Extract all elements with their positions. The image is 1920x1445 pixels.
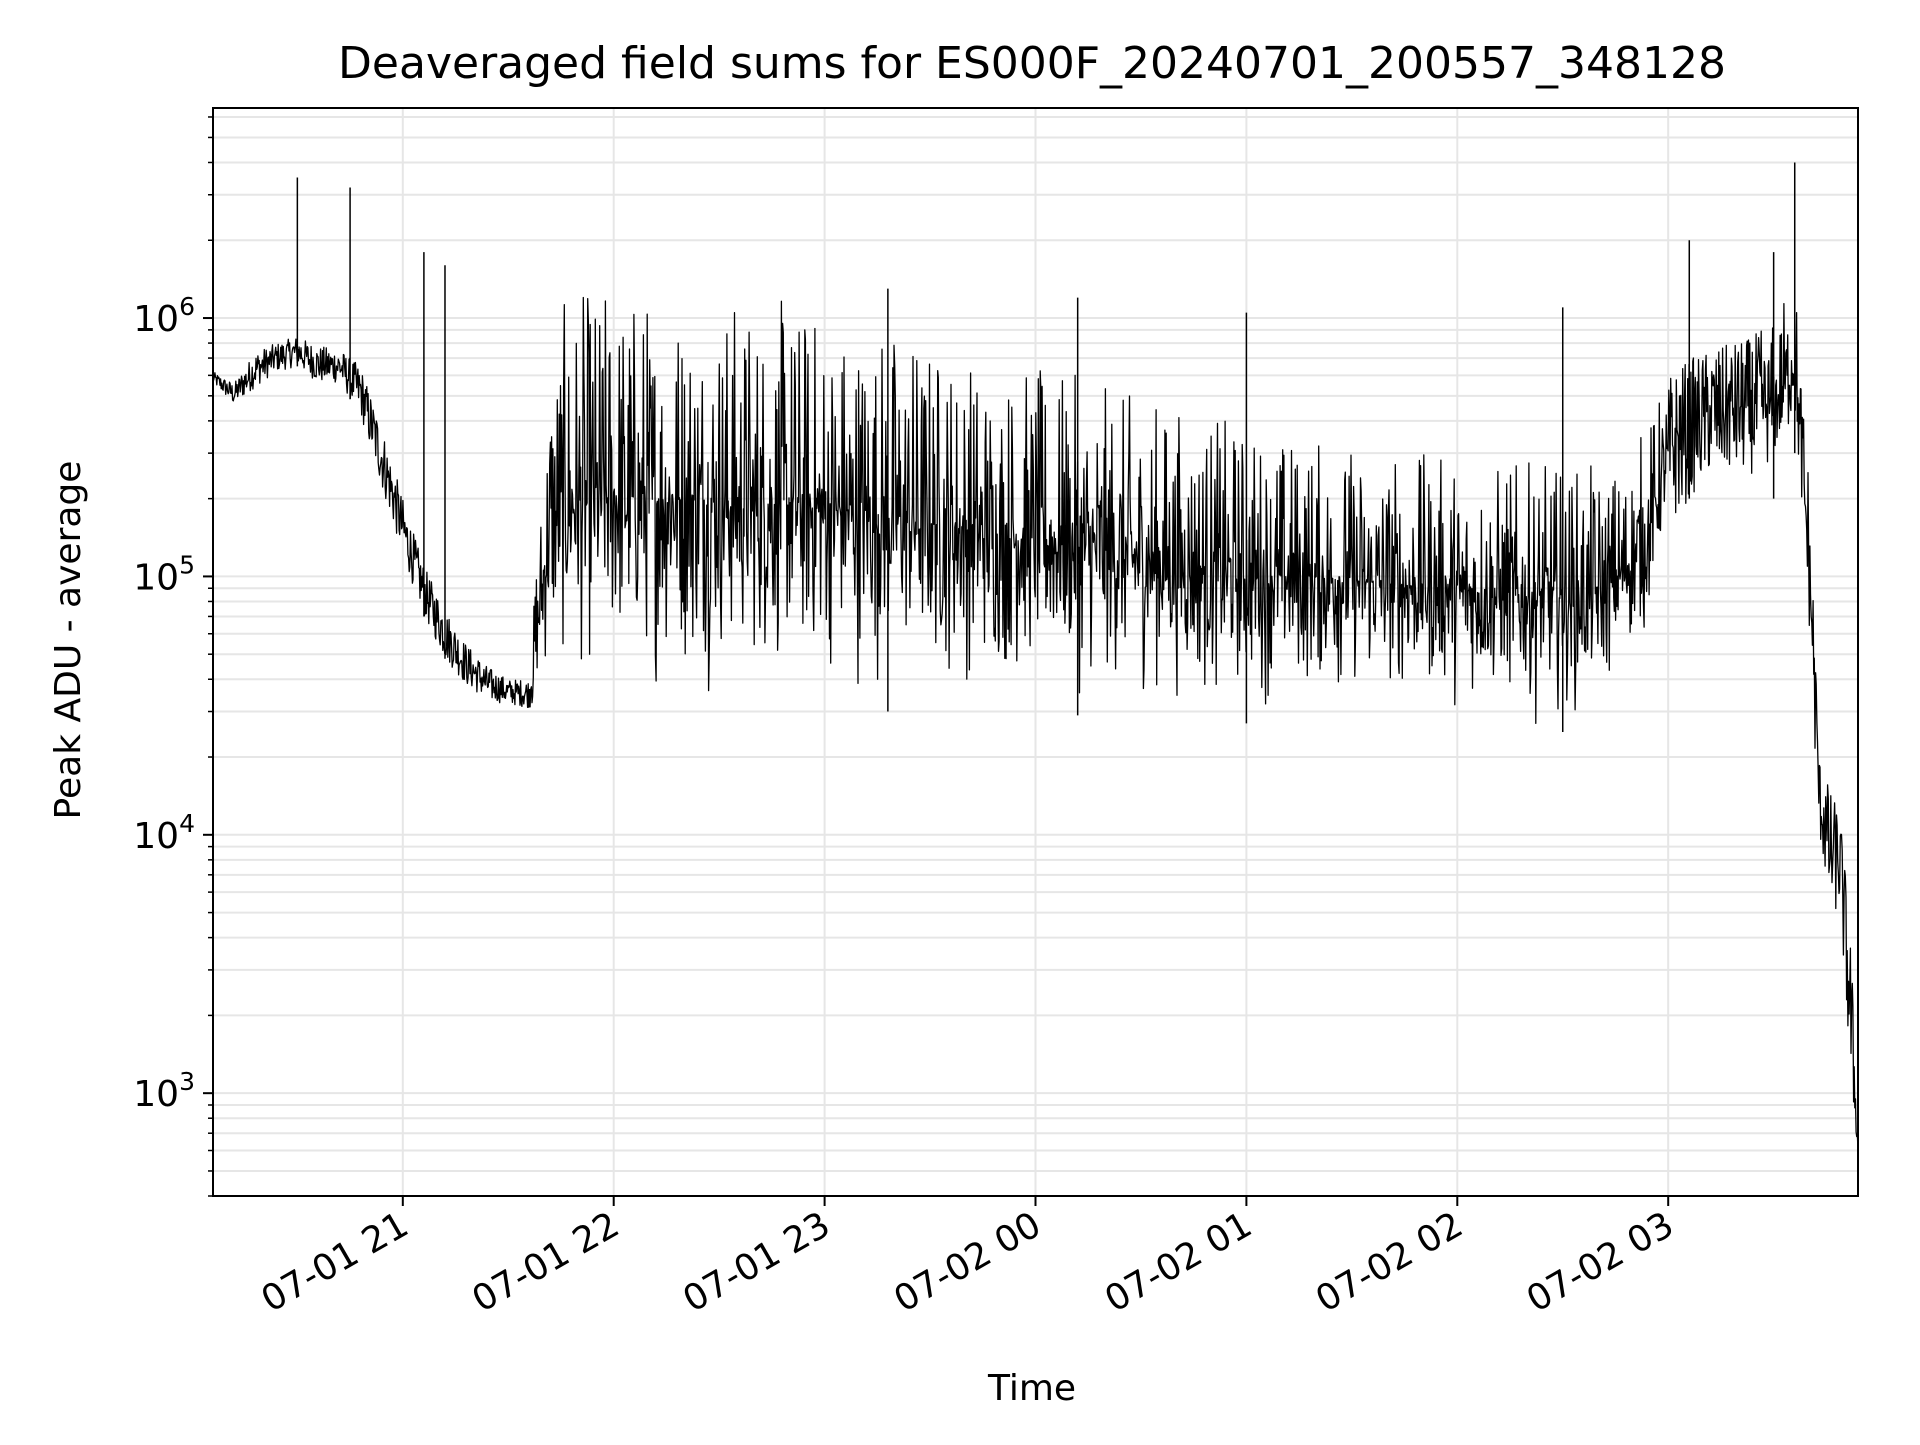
- y-tick-label: 106: [133, 292, 195, 340]
- series-layer: [212, 162, 1859, 1151]
- y-tick-label: 103: [133, 1067, 195, 1115]
- grid-layer: [213, 108, 1858, 1197]
- x-axis-label: Time: [987, 1368, 1076, 1409]
- y-tick-label: 104: [133, 809, 195, 857]
- y-axis-label: Peak ADU - average: [48, 461, 89, 820]
- y-tick-label: 105: [133, 550, 195, 598]
- series-line: [212, 296, 1859, 1151]
- tick-layer: [203, 116, 1670, 1206]
- chart-title: Deaveraged field sums for ES000F_2024070…: [338, 38, 1726, 89]
